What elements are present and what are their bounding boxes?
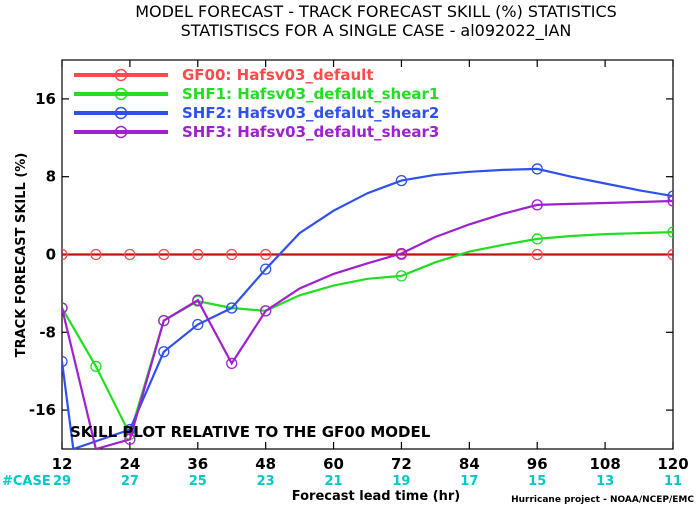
legend-label-4: SHF3: Hafsv03_defalut_shear3	[182, 123, 439, 141]
series-point-3	[395, 174, 408, 187]
series-point-4	[124, 433, 136, 445]
case-count: 19	[392, 474, 410, 489]
series-point-2	[395, 270, 408, 282]
legend-marker-1	[114, 68, 128, 82]
series-point-3	[531, 163, 543, 175]
chart-title: MODEL FORECAST - TRACK FORECAST SKILL (%…	[135, 2, 617, 21]
x-tick-label: 96	[527, 455, 548, 473]
series-point-3	[192, 318, 204, 331]
legend-label-1: GF00: Hafsv03_default	[182, 66, 373, 84]
series-point-1	[260, 248, 272, 261]
case-count: 15	[528, 474, 546, 489]
x-tick-label: 36	[187, 455, 208, 473]
x-tick-label: 72	[391, 455, 412, 473]
legend-label-2: SHF1: Hafsv03_defalut_shear1	[182, 85, 439, 103]
x-tick-label: 60	[323, 455, 344, 473]
series-point-2	[667, 226, 673, 238]
series-point-3	[62, 355, 68, 368]
y-tick-label: 0	[46, 246, 56, 264]
series-point-1	[90, 248, 102, 261]
case-counts: 29 27 25 23 21 19 17 15 13 11	[53, 474, 682, 489]
series-point-4	[395, 247, 408, 260]
case-count: 25	[189, 474, 207, 489]
legend-marker-3	[114, 106, 128, 120]
series-point-1	[124, 248, 136, 261]
x-tick-label: 120	[657, 455, 688, 473]
series-point-3	[260, 263, 272, 275]
series-point-4	[192, 294, 204, 306]
y-tick-label: -8	[39, 323, 56, 341]
legend-marker-4	[114, 125, 128, 139]
series-point-1	[62, 248, 68, 261]
case-count: 29	[53, 474, 71, 489]
series-point-2	[531, 233, 543, 245]
y-tick-label: 16	[35, 90, 56, 108]
series-point-4	[260, 305, 272, 317]
series-point-3	[158, 346, 170, 358]
x-tick-label: 108	[589, 455, 620, 473]
series-line-4	[62, 199, 673, 449]
legend-label-3: SHF2: Hafsv03_defalut_shear2	[182, 104, 439, 122]
series-point-3	[667, 190, 673, 202]
x-tick-label: 24	[119, 455, 140, 473]
x-axis-label: Forecast lead time (hr)	[292, 489, 460, 504]
y-tick-label: -16	[29, 401, 56, 419]
case-count: 21	[325, 474, 343, 489]
series-point-2	[90, 360, 102, 372]
series-line-3	[62, 167, 673, 449]
y-axis: -16 -8 0 8 16	[29, 90, 673, 419]
series-point-1	[531, 248, 543, 261]
x-tick-label: 84	[459, 455, 480, 473]
case-count: 23	[257, 474, 275, 489]
series-point-4	[667, 195, 673, 207]
x-axis: 12 24 36 48 60 72 84 96 108 120	[52, 60, 689, 473]
x-tick-label: 12	[52, 455, 73, 473]
series-point-4	[62, 302, 68, 314]
case-count: 17	[460, 474, 478, 489]
y-tick-label: 8	[46, 168, 56, 186]
chart-annotation: SKILL PLOT RELATIVE TO THE GF00 MODEL	[70, 423, 431, 441]
case-count-label: #CASE	[2, 474, 51, 489]
series-point-1	[226, 248, 238, 261]
series-group	[62, 163, 673, 449]
case-count: 11	[664, 474, 682, 489]
series-point-1	[192, 248, 204, 261]
series-point-4	[531, 199, 543, 211]
series-point-1	[667, 248, 673, 261]
chart-subtitle: STATISTISCS FOR A SINGLE CASE - al092022…	[181, 21, 572, 41]
x-tick-label: 48	[255, 455, 276, 473]
series-point-4	[226, 357, 238, 370]
series-point-4	[158, 314, 170, 327]
series-point-1	[158, 248, 170, 261]
series-point-3	[226, 302, 238, 314]
credit-text: Hurricane project - NOAA/NCEP/EMC	[511, 495, 694, 505]
case-count: 27	[121, 474, 139, 489]
legend-marker-2	[114, 87, 128, 101]
y-axis-label: TRACK FORECAST SKILL (%)	[14, 153, 29, 358]
case-count: 13	[596, 474, 614, 489]
